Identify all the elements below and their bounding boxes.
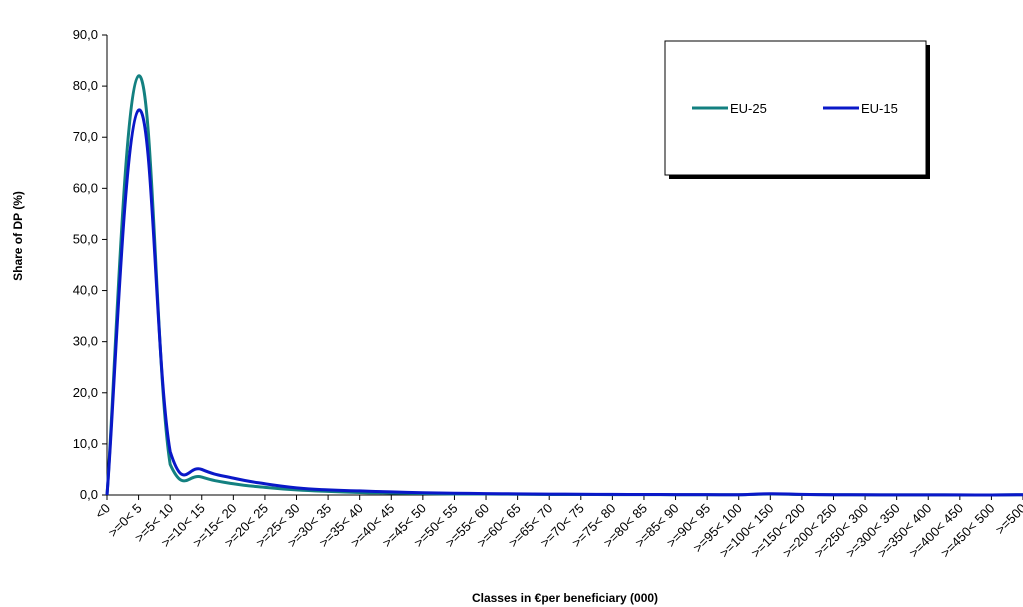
series-line-eu-15 [105, 108, 1023, 497]
legend-label-eu-25: EU-25 [730, 101, 767, 116]
y-tick-label: 30,0 [73, 334, 98, 349]
y-tick-label: 50,0 [73, 231, 98, 246]
y-tick-label: 90,0 [73, 27, 98, 42]
y-tick-label: 70,0 [73, 129, 98, 144]
y-tick-label: 60,0 [73, 180, 98, 195]
y-tick-label: 40,0 [73, 283, 98, 298]
y-tick-label: 0,0 [80, 487, 98, 502]
x-tick-label: <0 [92, 501, 113, 522]
legend: EU-25 EU-15 [664, 40, 930, 179]
y-axis-title: Share of DP (%) [11, 191, 25, 281]
legend-label-eu-15: EU-15 [861, 101, 898, 116]
x-tick-label: >=500 [992, 501, 1023, 538]
y-tick-label: 10,0 [73, 436, 98, 451]
x-ticks: <0>=0< 5>=5< 10>=10< 15>=15< 20>=20< 25>… [92, 495, 1023, 560]
y-tick-label: 80,0 [73, 78, 98, 93]
y-tick-label: 20,0 [73, 385, 98, 400]
x-axis-title: Classes in €per beneficiary (000) [472, 591, 658, 605]
series-lines [105, 74, 1023, 497]
y-ticks: 0,0 10,0 20,0 30,0 40,0 50,0 60,0 70,0 80,0 90,0 [73, 27, 107, 502]
